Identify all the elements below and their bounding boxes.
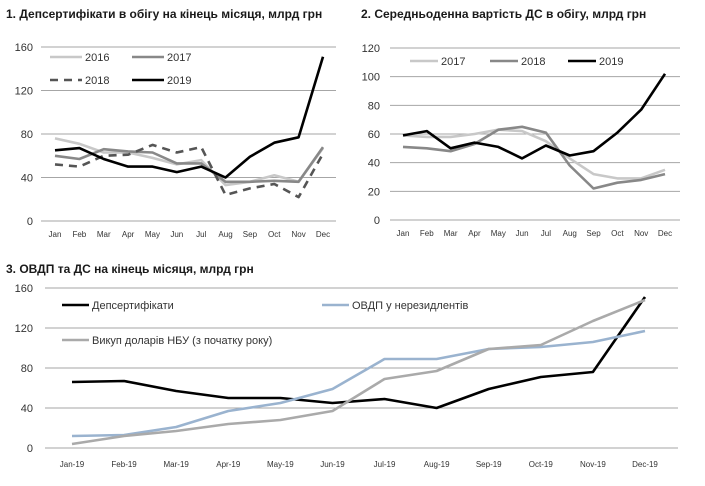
c2-series-0-line: [402, 128, 666, 180]
c2-xtick-label: Jul: [541, 229, 551, 238]
c3-series-0-line: [71, 296, 647, 410]
c2-xtick-label: Feb: [420, 229, 434, 238]
c2-xtick-label: Dec: [658, 229, 672, 238]
c1-ytick-label: 80: [21, 129, 33, 141]
c2-xtick-label: May: [491, 229, 506, 238]
c3-xtick-label: Mar-19: [164, 460, 190, 469]
c1-xtick-label: Sep: [243, 230, 258, 239]
c2-xtick-label: Mar: [444, 229, 458, 238]
c1-xtick-label: Jul: [196, 230, 206, 239]
c3-ytick-label: 160: [15, 283, 33, 295]
c1-series-3-line: [54, 56, 325, 179]
c3-series-1-line: [71, 329, 646, 438]
c3-ytick-label: 120: [15, 323, 33, 335]
c1-legend-label: 2019: [167, 75, 191, 87]
c3-ytick-label: 0: [27, 443, 33, 455]
c1-legend-label: 2016: [85, 52, 109, 64]
c2-xtick-label: Jun: [516, 229, 529, 238]
c3-series-2-line: [71, 298, 646, 446]
c2-legend-label: 2018: [521, 56, 545, 68]
c1-ytick-label: 40: [21, 173, 33, 185]
c1-series-0-line: [54, 137, 325, 187]
c1-xtick-label: Mar: [97, 230, 111, 239]
c1-xtick-label: Feb: [72, 230, 86, 239]
c1-xtick-label: Dec: [316, 230, 330, 239]
c3-xtick-label: Jun-19: [320, 460, 345, 469]
c3-xtick-label: Jul-19: [374, 460, 396, 469]
c1-xtick-label: May: [145, 230, 160, 239]
c2-ytick-label: 60: [368, 129, 380, 141]
c1-legend-label: 2018: [85, 75, 109, 87]
c1-xtick-label: Oct: [268, 230, 281, 239]
c2-ytick-label: 120: [362, 43, 380, 55]
c1-xtick-label: Jun: [170, 230, 183, 239]
c2-legend-label: 2017: [441, 56, 465, 68]
c3-xtick-label: May-19: [267, 460, 294, 469]
c1-group: 0 40 80 120 160 Jan Feb Mar Apr May Jun Jul Aug Sep Oc…: [15, 42, 336, 239]
c3-legend-label: ОВДП у нерезидлентів: [352, 300, 469, 312]
c2-xtick-label: Oct: [611, 229, 624, 238]
c3-xtick-label: Apr-19: [216, 460, 241, 469]
c1-ytick-label: 0: [27, 216, 33, 228]
c2-ytick-label: 100: [362, 72, 380, 84]
c1-ytick-label: 160: [15, 42, 33, 54]
c2-ytick-label: 80: [368, 100, 380, 112]
c2-xtick-label: Nov: [634, 229, 648, 238]
c2-ytick-label: 40: [368, 158, 380, 170]
c3-xtick-label: Jan-19: [60, 460, 85, 469]
c1-legend-label: 2017: [167, 52, 191, 64]
c3-xtick-label: Aug-19: [424, 460, 450, 469]
chart3-title: 3. ОВДП та ДС на кінець місяця, млрд грн: [6, 262, 254, 276]
c3-xtick-label: Dec-19: [632, 460, 658, 469]
c3-xtick-label: Nov-19: [580, 460, 606, 469]
c1-ytick-label: 120: [15, 86, 33, 98]
c2-xtick-label: Jan: [397, 229, 410, 238]
c2-ytick-label: 0: [374, 215, 380, 227]
c1-xtick-label: Aug: [218, 230, 232, 239]
c3-xtick-label: Sep-19: [476, 460, 502, 469]
c2-series-2-line: [402, 73, 667, 160]
c2-ytick-label: 20: [368, 186, 380, 198]
c2-group: 0 20 40 60 80 100 120 Jan Feb Mar Apr May Jun Jul Aug S…: [362, 43, 680, 238]
chart2-title: 2. Середньоденна вартість ДС в обігу, мл…: [361, 7, 647, 21]
c1-xtick-label: Jan: [49, 230, 62, 239]
c3-xtick-label: Oct-19: [529, 460, 554, 469]
c3-ytick-label: 80: [21, 363, 33, 375]
c1-series-1-line: [54, 146, 325, 184]
chart1-title: 1. Депсертифікати в обігу на кінець міся…: [6, 7, 323, 21]
c2-legend-label: 2019: [599, 56, 623, 68]
c2-xtick-label: Aug: [563, 229, 577, 238]
c3-group: 0 40 80 120 160 Jan-19 Feb-19 Mar-19 Apr-19 May-1…: [15, 283, 678, 469]
c3-legend-label: Депсертифікати: [92, 300, 174, 312]
c3-xtick-label: Feb-19: [111, 460, 137, 469]
c3-legend-label: Викуп доларів НБУ (з початку року): [92, 335, 272, 347]
c1-xtick-label: Nov: [292, 230, 306, 239]
c1-xtick-label: Apr: [122, 230, 135, 239]
c2-series-1-line: [402, 125, 666, 190]
c2-xtick-label: Sep: [586, 229, 601, 238]
c3-ytick-label: 40: [21, 403, 33, 415]
c2-xtick-label: Apr: [468, 229, 481, 238]
